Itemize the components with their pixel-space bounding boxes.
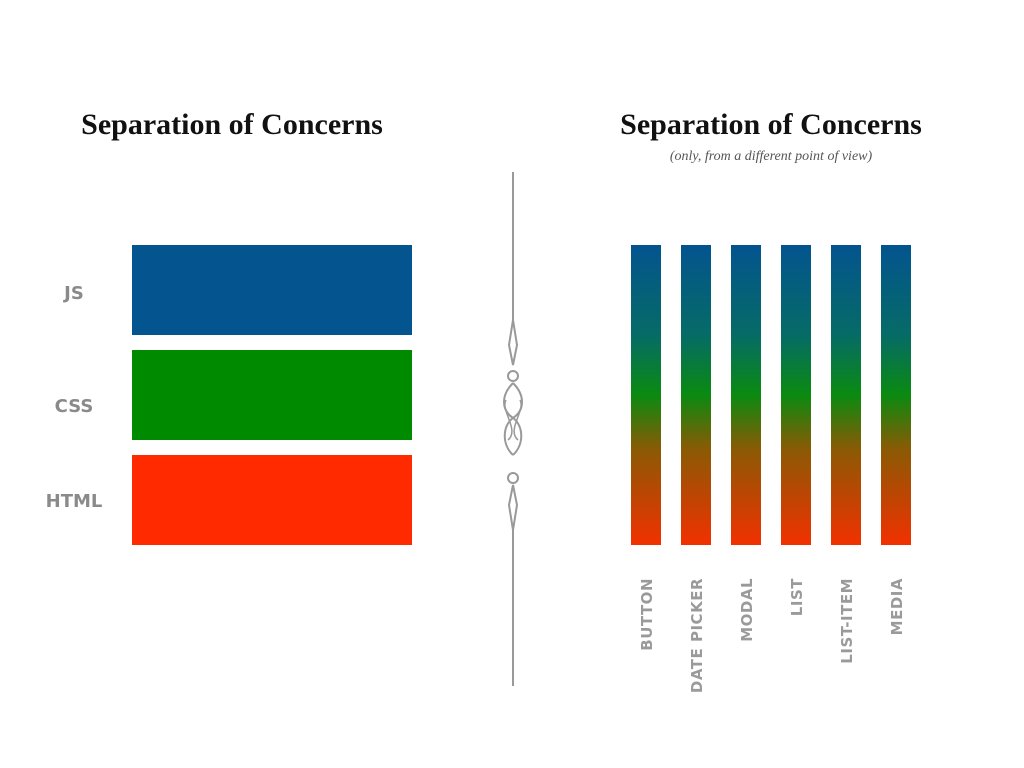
divider bbox=[503, 172, 523, 686]
component-label: LIST bbox=[788, 578, 806, 616]
component-label: DATE PICKER bbox=[688, 578, 706, 693]
right-title: Separation of Concerns bbox=[620, 108, 922, 141]
component-label: MODAL bbox=[738, 578, 756, 642]
left-title: Separation of Concerns bbox=[81, 108, 383, 141]
components: BUTTON DATE PICKER MODAL LIST LIST-ITEM MEDIA bbox=[631, 245, 911, 693]
component-column bbox=[681, 245, 711, 545]
component-label: MEDIA bbox=[888, 578, 906, 635]
component-column bbox=[781, 245, 811, 545]
component-label: BUTTON bbox=[638, 578, 656, 651]
component-column bbox=[631, 245, 661, 545]
layer-label: CSS bbox=[55, 396, 94, 417]
component-label: LIST-ITEM bbox=[838, 578, 856, 664]
component-column bbox=[881, 245, 911, 545]
layer-label: JS bbox=[62, 283, 84, 304]
css-layer bbox=[132, 350, 412, 440]
component-column bbox=[831, 245, 861, 545]
js-layer bbox=[132, 245, 412, 335]
html-layer bbox=[132, 455, 412, 545]
right-subtitle: (only, from a different point of view) bbox=[670, 149, 873, 164]
component-column bbox=[731, 245, 761, 545]
layer-label: HTML bbox=[46, 491, 103, 512]
